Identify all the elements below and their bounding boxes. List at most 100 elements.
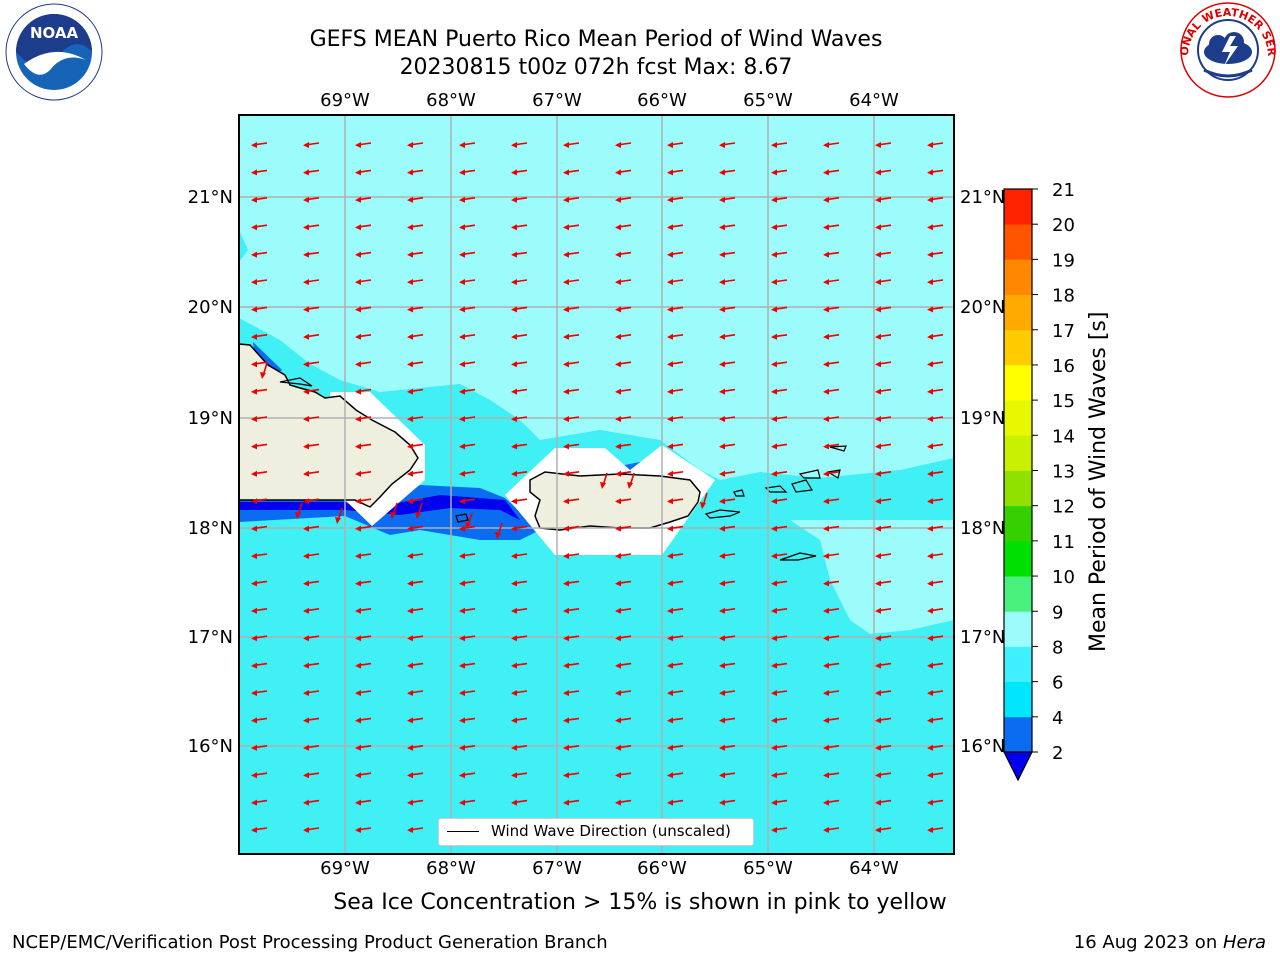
wind-wave-arrow (459, 470, 476, 477)
colorbar-tick-label: 4 (1052, 708, 1063, 729)
lon-label-bottom: 67°W (532, 858, 582, 879)
lat-label-left: 18°N (188, 518, 233, 539)
lon-label-top: 69°W (320, 90, 370, 111)
wind-wave-arrow (667, 662, 684, 669)
wind-wave-arrow (875, 470, 892, 477)
wind-wave-arrow (719, 251, 736, 258)
wind-wave-arrow (251, 333, 268, 340)
wind-wave-arrow (823, 799, 840, 806)
wind-wave-arrow (927, 607, 944, 614)
wind-wave-arrow (251, 772, 268, 779)
wind-wave-arrow (823, 279, 840, 285)
wind-wave-arrow (771, 251, 788, 258)
wind-wave-arrow (303, 196, 320, 203)
wind-wave-arrow (251, 279, 268, 285)
colorbar-segment (1004, 364, 1032, 401)
culebra-island (733, 489, 745, 497)
wind-wave-arrow (927, 196, 944, 203)
wind-wave-arrow (563, 470, 580, 477)
wind-wave-arrow (511, 799, 528, 806)
wind-wave-arrow (563, 553, 580, 559)
wind-wave-arrow (823, 635, 840, 642)
wind-wave-arrow (615, 717, 632, 724)
lat-label-left: 17°N (188, 627, 233, 648)
wind-wave-arrow (875, 580, 892, 587)
lon-label-bottom: 69°W (320, 858, 370, 879)
wind-wave-arrow (407, 498, 424, 505)
colorbar-segment (1004, 470, 1032, 507)
wind-wave-arrow (667, 279, 684, 285)
wind-wave-arrow (355, 799, 372, 806)
wind-wave-arrow (407, 690, 424, 696)
wind-wave-arrow (667, 799, 684, 806)
colorbar-tick-label: 15 (1052, 391, 1075, 412)
wind-wave-arrow (251, 142, 268, 148)
wind-wave-arrow (719, 224, 736, 231)
wind-wave-arrow (563, 388, 580, 395)
colorbar-tick-label: 11 (1052, 532, 1075, 553)
wind-wave-arrow (511, 388, 528, 395)
wind-wave-arrow (563, 443, 580, 450)
wind-wave-arrow (771, 662, 788, 669)
wind-wave-arrow (563, 635, 580, 642)
wind-wave-arrow (927, 690, 944, 696)
wind-wave-arrow (459, 443, 476, 450)
wind-wave-arrow (251, 224, 268, 231)
wind-wave-arrow (355, 717, 372, 724)
colorbar-segment (1004, 400, 1032, 436)
wind-wave-arrow (511, 306, 528, 313)
wind-wave-arrow (927, 498, 944, 505)
wind-wave-arrow (251, 607, 268, 614)
wind-wave-arrow (251, 717, 268, 724)
wind-wave-arrow (459, 607, 476, 614)
colorbar-segment (1004, 224, 1032, 260)
wind-wave-arrow (615, 662, 632, 669)
wind-wave-arrow (511, 470, 528, 477)
wind-wave-arrow (667, 306, 684, 313)
wind-wave-arrow (771, 772, 788, 779)
wind-wave-arrow (407, 744, 424, 751)
wind-wave-arrow (303, 744, 320, 751)
wind-wave-arrow (303, 662, 320, 669)
wind-wave-arrow (771, 553, 788, 559)
latitude-labels-left: 21°N 20°N 19°N 18°N 17°N 16°N (188, 187, 233, 757)
wind-wave-arrow (927, 279, 944, 285)
wind-wave-arrow (771, 196, 788, 203)
wind-wave-arrow (355, 607, 372, 614)
wind-wave-arrow (251, 306, 268, 313)
colorbar-tick-label: 17 (1052, 321, 1075, 342)
wind-wave-arrow (823, 416, 840, 422)
wind-wave-arrow (719, 142, 736, 148)
nws-logo: NATIONAL WEATHER SERVICE (1176, 0, 1278, 98)
wind-wave-arrow (303, 306, 320, 313)
wind-wave-arrow (719, 525, 736, 532)
colorbar-segment (1004, 294, 1032, 331)
wind-wave-arrow (407, 142, 424, 148)
wind-wave-arrow (771, 224, 788, 231)
wind-wave-arrow (667, 772, 684, 779)
wind-wave-arrow (251, 744, 268, 751)
wind-wave-arrow (667, 470, 684, 477)
colorbar-tick-label: 14 (1052, 426, 1075, 447)
wind-wave-arrow (667, 388, 684, 395)
wind-wave-arrow (719, 169, 736, 176)
colorbar: 2 4 6 8 9 10 11 12 13 14 15 16 17 18 19 20 21 (1003, 180, 1075, 782)
latitude-labels-right: 21°N 20°N 19°N 18°N 17°N 16°N (960, 187, 1005, 757)
wind-wave-arrow (875, 827, 892, 833)
wind-wave-arrow (927, 827, 944, 833)
wind-wave-arrow (823, 306, 840, 313)
lat-label-right: 21°N (960, 187, 1005, 208)
wind-wave-arrow (615, 306, 632, 313)
colorbar-tick-label: 2 (1052, 743, 1063, 764)
wind-wave-arrow (875, 772, 892, 779)
wind-wave-arrow (667, 717, 684, 724)
wind-wave-arrow (719, 690, 736, 696)
wind-wave-arrow (771, 799, 788, 806)
wind-wave-arrow (927, 142, 944, 148)
wind-wave-arrow (927, 525, 944, 532)
wind-wave-arrow (823, 361, 840, 368)
wind-wave-arrow (719, 772, 736, 779)
wind-wave-arrow (459, 196, 476, 203)
wind-wave-arrow (667, 580, 684, 587)
wind-wave-arrow (251, 169, 268, 176)
